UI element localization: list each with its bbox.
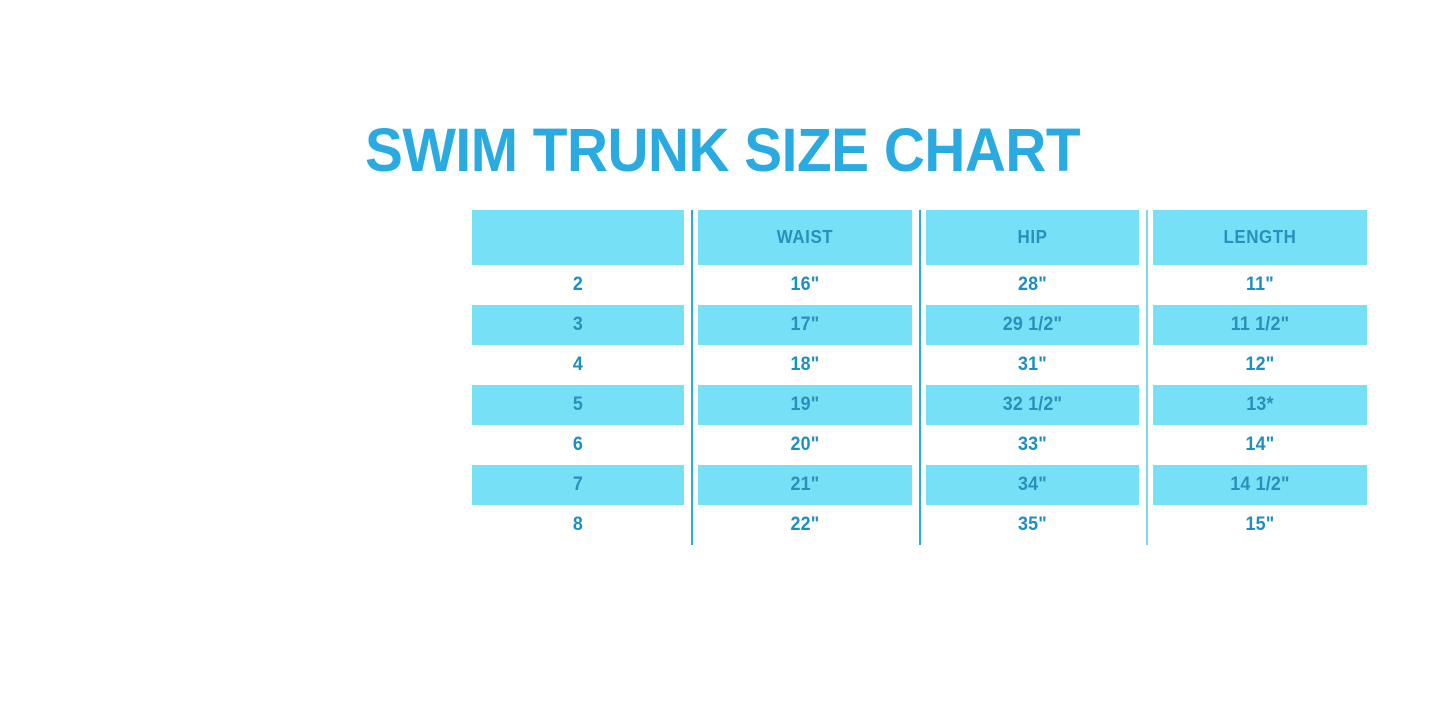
table-row: 8 22" 35" 15" bbox=[465, 505, 1374, 545]
cell-hip: 33" bbox=[925, 425, 1140, 465]
cell-hip: 34" bbox=[925, 465, 1140, 505]
cell-length: 11 1/2" bbox=[1152, 305, 1368, 345]
table-row: 7 21" 34" 14 1/2" bbox=[465, 465, 1374, 505]
column-divider-2 bbox=[919, 210, 921, 545]
column-divider-3 bbox=[1146, 210, 1148, 545]
cell-hip: 28" bbox=[925, 265, 1140, 305]
cell-size: 4 bbox=[471, 345, 685, 385]
cell-hip: 29 1/2" bbox=[925, 305, 1140, 345]
cell-length: 13* bbox=[1152, 385, 1368, 425]
table-header-row: WAIST HIP LENGTH bbox=[465, 210, 1374, 265]
cell-hip: 31" bbox=[925, 345, 1140, 385]
cell-length: 14" bbox=[1152, 425, 1368, 465]
cell-size: 6 bbox=[471, 425, 685, 465]
cell-size: 3 bbox=[471, 305, 685, 345]
cell-hip: 32 1/2" bbox=[925, 385, 1140, 425]
column-header-hip: HIP bbox=[925, 210, 1140, 265]
table-row: 4 18" 31" 12" bbox=[465, 345, 1374, 385]
cell-length: 15" bbox=[1152, 505, 1368, 545]
cell-waist: 19" bbox=[697, 385, 913, 425]
cell-size: 5 bbox=[471, 385, 685, 425]
size-chart-table: WAIST HIP LENGTH 2 16" 28" 11" 3 17" 29 … bbox=[465, 210, 1374, 545]
cell-length: 11" bbox=[1152, 265, 1368, 305]
cell-length: 12" bbox=[1152, 345, 1368, 385]
table-row: 5 19" 32 1/2" 13* bbox=[465, 385, 1374, 425]
cell-size: 2 bbox=[471, 265, 685, 305]
column-header-length: LENGTH bbox=[1152, 210, 1368, 265]
cell-waist: 16" bbox=[697, 265, 913, 305]
table-header: WAIST HIP LENGTH bbox=[465, 210, 1374, 265]
column-header-size bbox=[471, 210, 685, 265]
page-title: SWIM TRUNK SIZE CHART bbox=[364, 115, 1081, 184]
table-row: 3 17" 29 1/2" 11 1/2" bbox=[465, 305, 1374, 345]
cell-size: 8 bbox=[471, 505, 685, 545]
cell-waist: 17" bbox=[697, 305, 913, 345]
column-divider-1 bbox=[691, 210, 693, 545]
cell-hip: 35" bbox=[925, 505, 1140, 545]
cell-waist: 21" bbox=[697, 465, 913, 505]
cell-waist: 18" bbox=[697, 345, 913, 385]
cell-waist: 22" bbox=[697, 505, 913, 545]
table-body: 2 16" 28" 11" 3 17" 29 1/2" 11 1/2" 4 18… bbox=[465, 265, 1374, 545]
column-header-waist: WAIST bbox=[697, 210, 913, 265]
cell-length: 14 1/2" bbox=[1152, 465, 1368, 505]
table-row: 6 20" 33" 14" bbox=[465, 425, 1374, 465]
cell-waist: 20" bbox=[697, 425, 913, 465]
cell-size: 7 bbox=[471, 465, 685, 505]
table-row: 2 16" 28" 11" bbox=[465, 265, 1374, 305]
size-chart-table-wrapper: WAIST HIP LENGTH 2 16" 28" 11" 3 17" 29 … bbox=[465, 210, 1374, 545]
